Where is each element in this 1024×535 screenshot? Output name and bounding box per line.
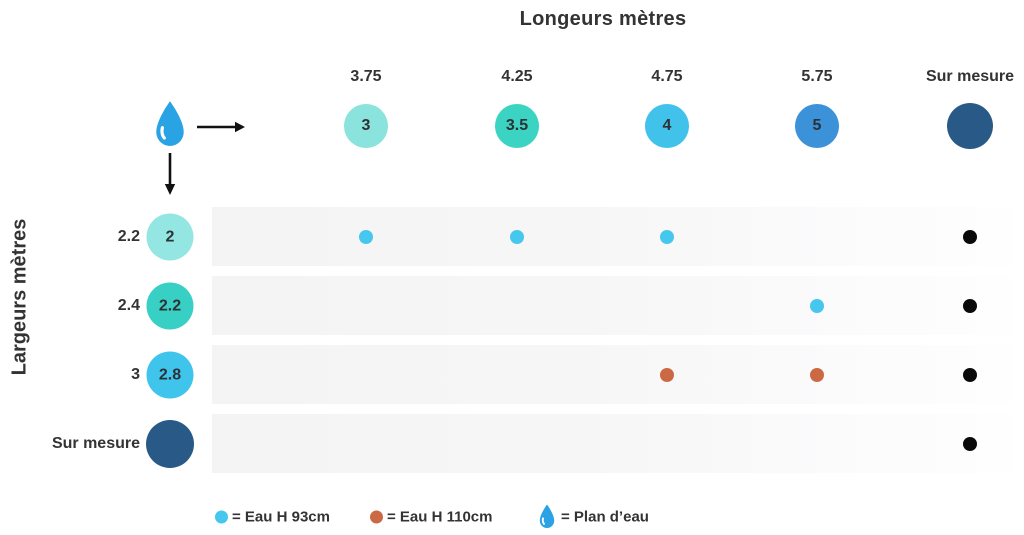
y-axis-title: Largeurs mètres — [8, 218, 31, 376]
length-bubble: 5 — [795, 104, 839, 148]
length-bubble: 3.5 — [495, 104, 539, 148]
cyan-dot — [810, 299, 824, 313]
legend-item-eau-h-93: = Eau H 93cm — [215, 509, 330, 526]
black-dot — [963, 437, 977, 451]
bubble-value: 3 — [361, 117, 371, 134]
row-band — [212, 345, 1012, 404]
black-dot — [963, 299, 977, 313]
column-header: 3.75 — [350, 68, 382, 85]
water-drop-icon — [156, 101, 184, 146]
bubble-value: 5 — [812, 117, 822, 134]
bubble-value: 2.8 — [158, 366, 182, 383]
legend-label: = Eau H 110cm — [387, 508, 493, 526]
column-header: 4.75 — [651, 68, 683, 85]
width-bubble: 2.8 — [146, 351, 194, 399]
cyan-dot-icon — [215, 510, 228, 524]
length-bubble — [947, 103, 993, 149]
legend-label: = Eau H 93cm — [232, 508, 330, 526]
row-header: 2.4 — [117, 297, 140, 314]
legend-item-plan-deau: = Plan d’eau — [537, 504, 649, 531]
length-bubble: 4 — [645, 104, 689, 148]
row-band — [212, 207, 1012, 266]
arrow-right-icon — [197, 121, 245, 133]
bubble-value: 2 — [165, 228, 175, 245]
row-header: Sur mesure — [51, 435, 140, 452]
width-bubble: 2 — [146, 213, 194, 261]
black-dot — [963, 368, 977, 382]
width-bubble: 2.2 — [146, 282, 194, 330]
bubble-value: 2.2 — [158, 297, 182, 314]
orange-dot — [810, 368, 824, 382]
orange-dot-icon — [370, 510, 383, 524]
column-header: 4.25 — [501, 68, 533, 85]
column-header: Sur mesure — [925, 68, 1015, 85]
chart-title: Longeurs mètres — [519, 8, 687, 30]
orange-dot — [660, 368, 674, 382]
column-header: 5.75 — [801, 68, 833, 85]
bubble-value: 4 — [662, 117, 672, 134]
legend-label: = Plan d’eau — [561, 508, 649, 526]
row-header: 2.2 — [117, 228, 140, 245]
row-band — [212, 276, 1012, 335]
cyan-dot — [359, 230, 373, 244]
cyan-dot — [510, 230, 524, 244]
length-bubble: 3 — [344, 104, 388, 148]
bubble-value: 3.5 — [505, 117, 529, 134]
water-drop-icon — [539, 504, 555, 528]
arrow-down-icon — [164, 153, 176, 195]
row-header: 3 — [131, 366, 140, 383]
black-dot — [963, 230, 977, 244]
width-bubble — [146, 420, 194, 468]
cyan-dot — [660, 230, 674, 244]
row-band — [212, 414, 1012, 473]
legend-item-eau-h-110: = Eau H 110cm — [370, 509, 492, 526]
